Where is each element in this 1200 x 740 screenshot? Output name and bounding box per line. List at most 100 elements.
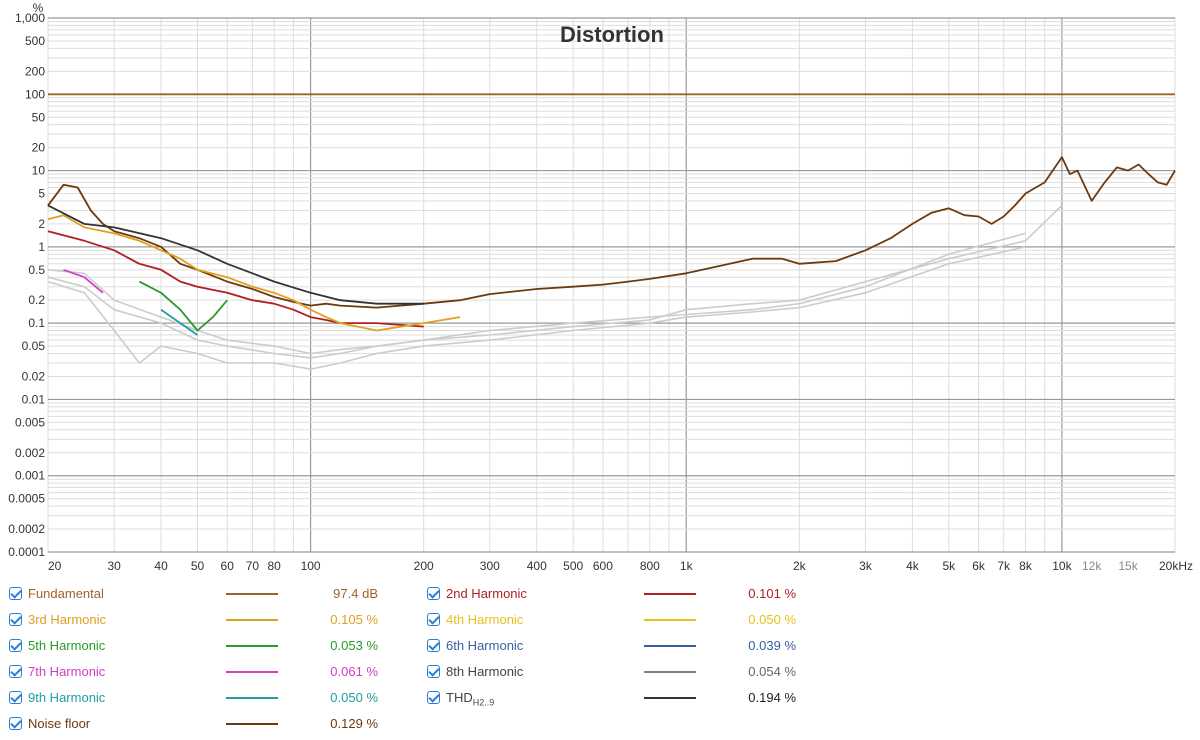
- legend-checkbox[interactable]: [427, 639, 440, 652]
- legend-checkbox[interactable]: [427, 613, 440, 626]
- y-tick-label: 0.001: [15, 469, 45, 483]
- x-tick-label: 400: [527, 559, 547, 573]
- legend-value: 0.054 %: [748, 664, 796, 679]
- legend-checkbox[interactable]: [9, 717, 22, 730]
- x-tick-label: 20: [48, 559, 62, 573]
- legend-item: Fundamental 97.4 dB: [0, 583, 400, 605]
- y-tick-label: 0.01: [22, 392, 46, 406]
- x-tick-label: 100: [301, 559, 321, 573]
- y-tick-label: 200: [25, 64, 45, 78]
- legend-item: 7th Harmonic 0.061 %: [0, 661, 400, 683]
- legend-checkbox[interactable]: [9, 613, 22, 626]
- legend-swatch: [644, 697, 696, 699]
- y-tick-label: 10: [32, 164, 46, 178]
- x-tick-label: 80: [267, 559, 281, 573]
- chart-series: [47, 93, 1176, 370]
- x-tick-label: 600: [593, 559, 613, 573]
- series-line-9th-harmonic: [160, 308, 199, 336]
- series-line-reference: [47, 232, 1026, 355]
- legend-checkbox[interactable]: [9, 639, 22, 652]
- legend-label: 7th Harmonic: [28, 664, 106, 679]
- y-tick-label: 100: [25, 87, 45, 101]
- legend-label: Noise floor: [28, 716, 91, 731]
- y-tick-label: 2: [38, 217, 45, 231]
- y-tick-label: 5: [38, 187, 45, 201]
- legend-checkbox[interactable]: [427, 691, 440, 704]
- x-tick-label: 60: [221, 559, 235, 573]
- legend-checkbox[interactable]: [9, 691, 22, 704]
- x-tick-label: 300: [480, 559, 500, 573]
- legend-swatch: [644, 619, 696, 621]
- legend-value: 0.061 %: [330, 664, 378, 679]
- legend-label: 4th Harmonic: [446, 612, 524, 627]
- legend-label: THDH2..9: [446, 690, 495, 708]
- x-tick-label: 30: [107, 559, 121, 573]
- legend-swatch: [644, 593, 696, 595]
- y-tick-label: 0.0005: [8, 492, 45, 506]
- y-tick-label: 50: [32, 110, 46, 124]
- legend-value: 0.101 %: [748, 586, 796, 601]
- y-tick-label: 0.005: [15, 415, 45, 429]
- y-axis-ticks: 0.0001 0.0002 0.0005 0.001 0.002 0.005 0.01 0.0…: [8, 11, 45, 559]
- chart-title: Distortion: [560, 22, 664, 47]
- x-tick-label: 20kHz: [1159, 559, 1193, 573]
- x-tick-label: 50: [191, 559, 205, 573]
- chart-grid: [47, 17, 1176, 553]
- x-tick-label: 10k: [1052, 559, 1072, 573]
- distortion-chart: 0.0001 0.0002 0.0005 0.001 0.002 0.005 0.01 0.0…: [8, 1, 1193, 573]
- y-tick-label: 0.2: [28, 293, 45, 307]
- legend-swatch: [226, 645, 278, 647]
- legend-item: Noise floor 0.129 %: [0, 713, 400, 735]
- legend-swatch: [226, 723, 278, 725]
- series-line-thd: [47, 204, 424, 305]
- x-tick-label: 800: [640, 559, 660, 573]
- legend-swatch: [226, 697, 278, 699]
- legend-swatch: [226, 593, 278, 595]
- legend-swatch: [644, 671, 696, 673]
- legend-item: 3rd Harmonic 0.105 %: [0, 609, 400, 631]
- legend-value: 0.194 %: [748, 690, 796, 705]
- x-tick-label: 40: [154, 559, 168, 573]
- legend: Fundamental 97.4 dB 2nd Harmonic 0.101 % 3rd…: [0, 580, 1200, 740]
- legend-checkbox[interactable]: [9, 587, 22, 600]
- legend-value: 0.050 %: [330, 690, 378, 705]
- y-tick-label: 0.1: [28, 316, 45, 330]
- legend-swatch: [644, 645, 696, 647]
- x-tick-label: 3k: [859, 559, 873, 573]
- legend-value: 0.129 %: [330, 716, 378, 731]
- legend-item: THDH2..9 0.194 %: [418, 687, 818, 709]
- x-tick-label: 7k: [997, 559, 1011, 573]
- y-tick-label: 0.02: [22, 369, 46, 383]
- y-tick-label: 0.5: [28, 263, 45, 277]
- series-line-noise-floor: [47, 156, 1176, 309]
- legend-value: 0.053 %: [330, 638, 378, 653]
- x-tick-label: 12k: [1082, 559, 1102, 573]
- legend-checkbox[interactable]: [9, 665, 22, 678]
- x-tick-label: 2k: [793, 559, 807, 573]
- legend-item: 5th Harmonic 0.053 %: [0, 635, 400, 657]
- legend-checkbox[interactable]: [427, 665, 440, 678]
- series-line-7th-harmonic: [63, 268, 104, 294]
- x-tick-label: 8k: [1019, 559, 1033, 573]
- legend-label-sub: H2..9: [472, 697, 495, 708]
- legend-item: 2nd Harmonic 0.101 %: [418, 583, 818, 605]
- y-axis-label: %: [33, 1, 44, 15]
- legend-label: 3rd Harmonic: [28, 612, 107, 627]
- y-tick-label: 1,000: [15, 11, 45, 25]
- legend-value: 0.039 %: [748, 638, 796, 653]
- y-tick-label: 0.0002: [8, 522, 45, 536]
- x-tick-label: 70: [246, 559, 260, 573]
- x-tick-label: 4k: [906, 559, 920, 573]
- x-tick-label: 15k: [1118, 559, 1138, 573]
- x-axis-ticks: 20 30 40 50 60 70 80 100 200 300 400 500 600 800 1k 2k 3…: [48, 559, 1193, 573]
- x-tick-label: 6k: [972, 559, 986, 573]
- y-tick-label: 20: [32, 141, 46, 155]
- x-tick-label: 200: [414, 559, 434, 573]
- y-tick-label: 1: [38, 240, 45, 254]
- legend-checkbox[interactable]: [427, 587, 440, 600]
- legend-item: 6th Harmonic 0.039 %: [418, 635, 818, 657]
- legend-swatch: [226, 671, 278, 673]
- legend-label: Fundamental: [28, 586, 104, 601]
- legend-label: 6th Harmonic: [446, 638, 524, 653]
- x-tick-label: 5k: [942, 559, 956, 573]
